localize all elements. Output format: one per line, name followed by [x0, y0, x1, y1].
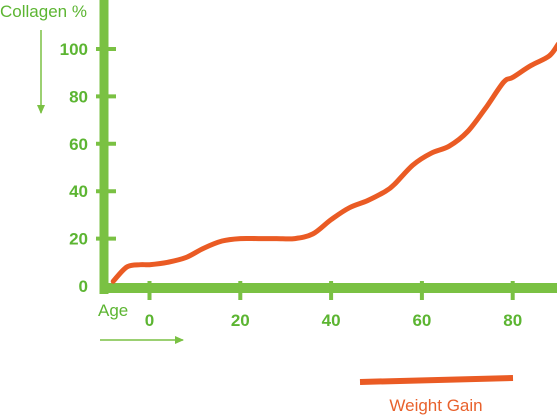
- x-tick-label: 0: [145, 311, 154, 330]
- legend-label: Weight Gain: [389, 396, 482, 415]
- weight-gain-line: [110, 42, 557, 284]
- x-axis-label: Age: [98, 301, 128, 320]
- y-tick-label: 100: [60, 40, 88, 59]
- x-tick-label: 20: [231, 311, 250, 330]
- y-tick-label: 40: [69, 182, 88, 201]
- y-tick-label: 80: [69, 87, 88, 106]
- x-tick-label: 60: [412, 311, 431, 330]
- y-tick-label: 0: [79, 277, 88, 296]
- x-tick-label: 80: [503, 311, 522, 330]
- y-ticks: 0 20 40 60 80 100: [60, 40, 116, 296]
- x-ticks: 0 20 40 60 80: [145, 281, 522, 330]
- legend-swatch: [359, 375, 514, 385]
- y-tick-label: 60: [69, 135, 88, 154]
- y-axis-label: Collagen %: [0, 2, 87, 21]
- y-tick-label: 20: [69, 230, 88, 249]
- x-tick-label: 40: [322, 311, 341, 330]
- legend: Weight Gain: [359, 375, 514, 415]
